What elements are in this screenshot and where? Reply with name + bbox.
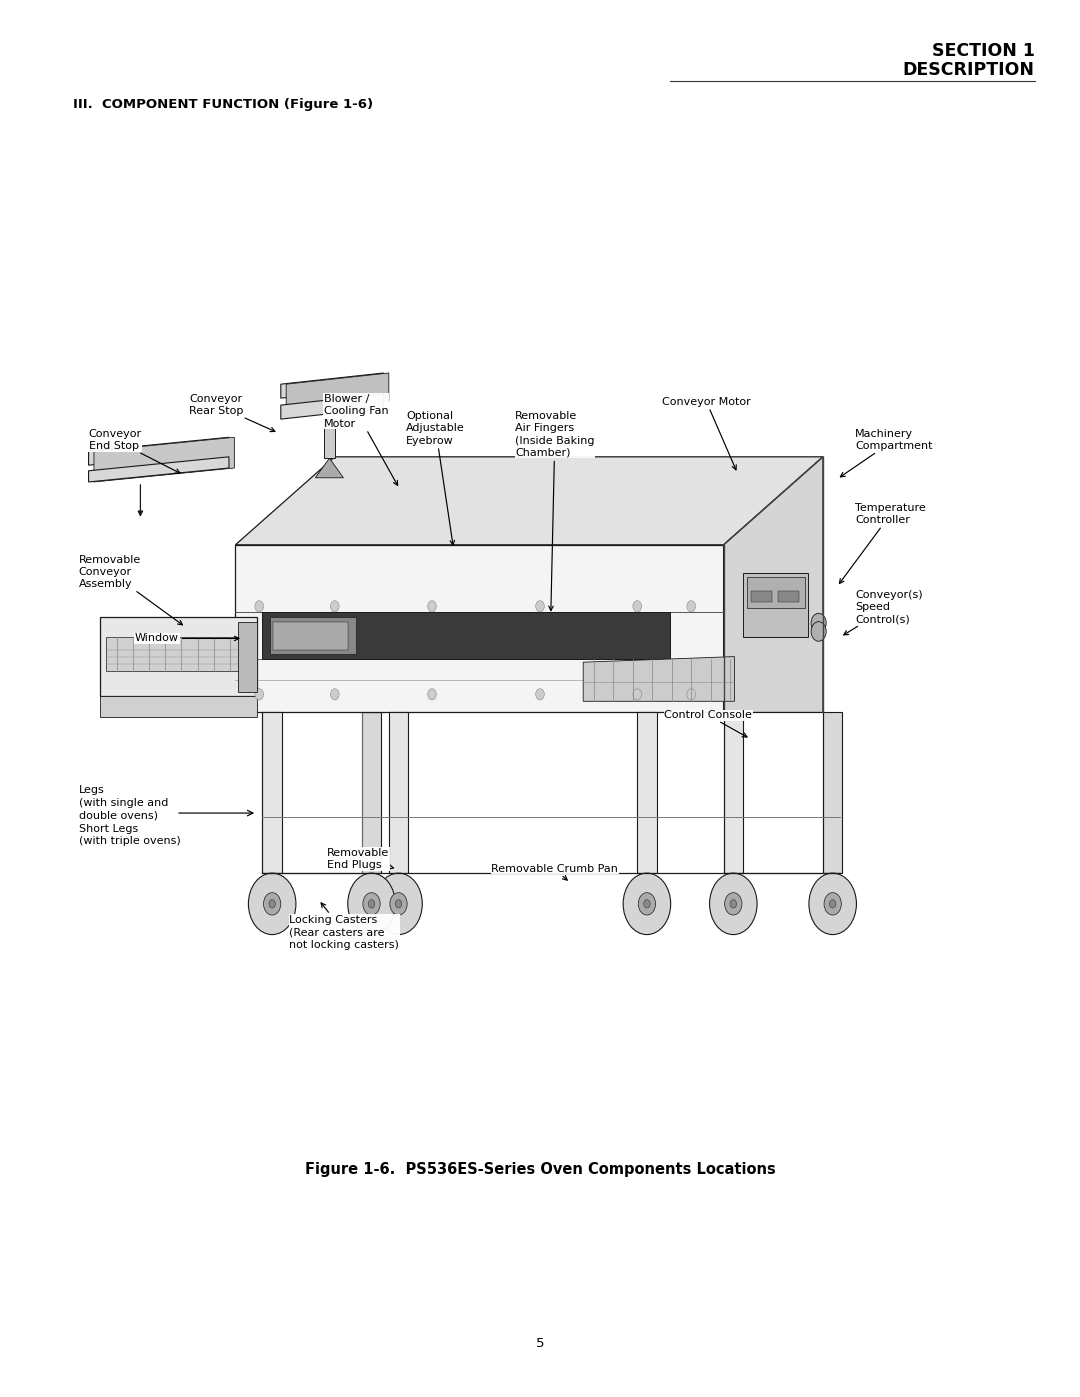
Text: Legs
(with single and
double ovens)
Short Legs
(with triple ovens): Legs (with single and double ovens) Shor… <box>79 785 180 847</box>
Circle shape <box>623 873 671 935</box>
Text: Locking Casters
(Rear casters are
not locking casters): Locking Casters (Rear casters are not lo… <box>289 902 400 950</box>
Text: Figure 1-6.  PS536ES-Series Oven Components Locations: Figure 1-6. PS536ES-Series Oven Componen… <box>305 1162 775 1176</box>
Circle shape <box>809 873 856 935</box>
Polygon shape <box>637 712 657 873</box>
Polygon shape <box>89 437 229 465</box>
Polygon shape <box>273 622 348 650</box>
Circle shape <box>330 601 339 612</box>
Circle shape <box>644 900 650 908</box>
Circle shape <box>428 601 436 612</box>
Text: SECTION 1: SECTION 1 <box>932 42 1035 60</box>
Circle shape <box>248 873 296 935</box>
Polygon shape <box>324 419 335 458</box>
Circle shape <box>687 689 696 700</box>
Text: Removable Crumb Pan: Removable Crumb Pan <box>491 863 618 880</box>
Polygon shape <box>583 657 734 701</box>
Circle shape <box>255 601 264 612</box>
Text: Temperature
Controller: Temperature Controller <box>839 503 927 584</box>
Circle shape <box>536 689 544 700</box>
Polygon shape <box>100 617 257 696</box>
Text: Optional
Adjustable
Eyebrow: Optional Adjustable Eyebrow <box>406 411 464 545</box>
Text: 5: 5 <box>536 1337 544 1351</box>
Polygon shape <box>747 577 805 608</box>
Circle shape <box>264 893 281 915</box>
Circle shape <box>269 900 275 908</box>
Polygon shape <box>389 712 408 873</box>
Polygon shape <box>235 457 823 545</box>
Circle shape <box>638 893 656 915</box>
Text: III.  COMPONENT FUNCTION (Figure 1-6): III. COMPONENT FUNCTION (Figure 1-6) <box>73 98 374 110</box>
Polygon shape <box>751 591 772 602</box>
Text: Conveyor(s)
Speed
Control(s): Conveyor(s) Speed Control(s) <box>843 590 923 634</box>
Circle shape <box>824 893 841 915</box>
Circle shape <box>428 689 436 700</box>
Text: Removable
Air Fingers
(Inside Baking
Chamber): Removable Air Fingers (Inside Baking Cha… <box>515 411 595 610</box>
Text: Conveyor
Rear Stop: Conveyor Rear Stop <box>189 394 275 432</box>
Circle shape <box>811 622 826 641</box>
Circle shape <box>255 689 264 700</box>
Circle shape <box>390 893 407 915</box>
Polygon shape <box>100 696 257 717</box>
Circle shape <box>330 689 339 700</box>
Circle shape <box>363 893 380 915</box>
Text: Removable
Conveyor
Assembly: Removable Conveyor Assembly <box>79 555 183 624</box>
Polygon shape <box>778 591 799 602</box>
Polygon shape <box>106 637 254 671</box>
Circle shape <box>633 689 642 700</box>
Text: Machinery
Compartment: Machinery Compartment <box>840 429 933 476</box>
Circle shape <box>633 601 642 612</box>
Polygon shape <box>238 622 257 692</box>
Polygon shape <box>823 712 842 873</box>
Circle shape <box>536 601 544 612</box>
Polygon shape <box>724 712 743 873</box>
Circle shape <box>710 873 757 935</box>
Text: Blower /
Cooling Fan
Motor: Blower / Cooling Fan Motor <box>324 394 397 485</box>
Polygon shape <box>315 458 343 478</box>
Polygon shape <box>262 712 282 873</box>
Polygon shape <box>235 545 724 712</box>
Polygon shape <box>743 573 808 637</box>
Circle shape <box>730 900 737 908</box>
Text: DESCRIPTION: DESCRIPTION <box>903 61 1035 80</box>
Circle shape <box>395 900 402 908</box>
Text: Conveyor Motor: Conveyor Motor <box>662 397 751 469</box>
Circle shape <box>368 900 375 908</box>
Polygon shape <box>270 617 356 654</box>
Polygon shape <box>362 712 381 873</box>
Text: Removable
End Plugs: Removable End Plugs <box>327 848 393 870</box>
Polygon shape <box>724 457 823 712</box>
Text: Conveyor
End Stop: Conveyor End Stop <box>89 429 180 474</box>
Circle shape <box>348 873 395 935</box>
Polygon shape <box>262 612 670 659</box>
Text: Window: Window <box>135 633 239 644</box>
Circle shape <box>687 601 696 612</box>
Text: Control Console: Control Console <box>664 710 752 738</box>
Polygon shape <box>94 437 234 482</box>
Polygon shape <box>286 373 389 412</box>
Circle shape <box>725 893 742 915</box>
Circle shape <box>375 873 422 935</box>
Polygon shape <box>89 457 229 482</box>
Polygon shape <box>281 394 383 419</box>
Circle shape <box>829 900 836 908</box>
Polygon shape <box>281 373 383 398</box>
Circle shape <box>811 613 826 633</box>
